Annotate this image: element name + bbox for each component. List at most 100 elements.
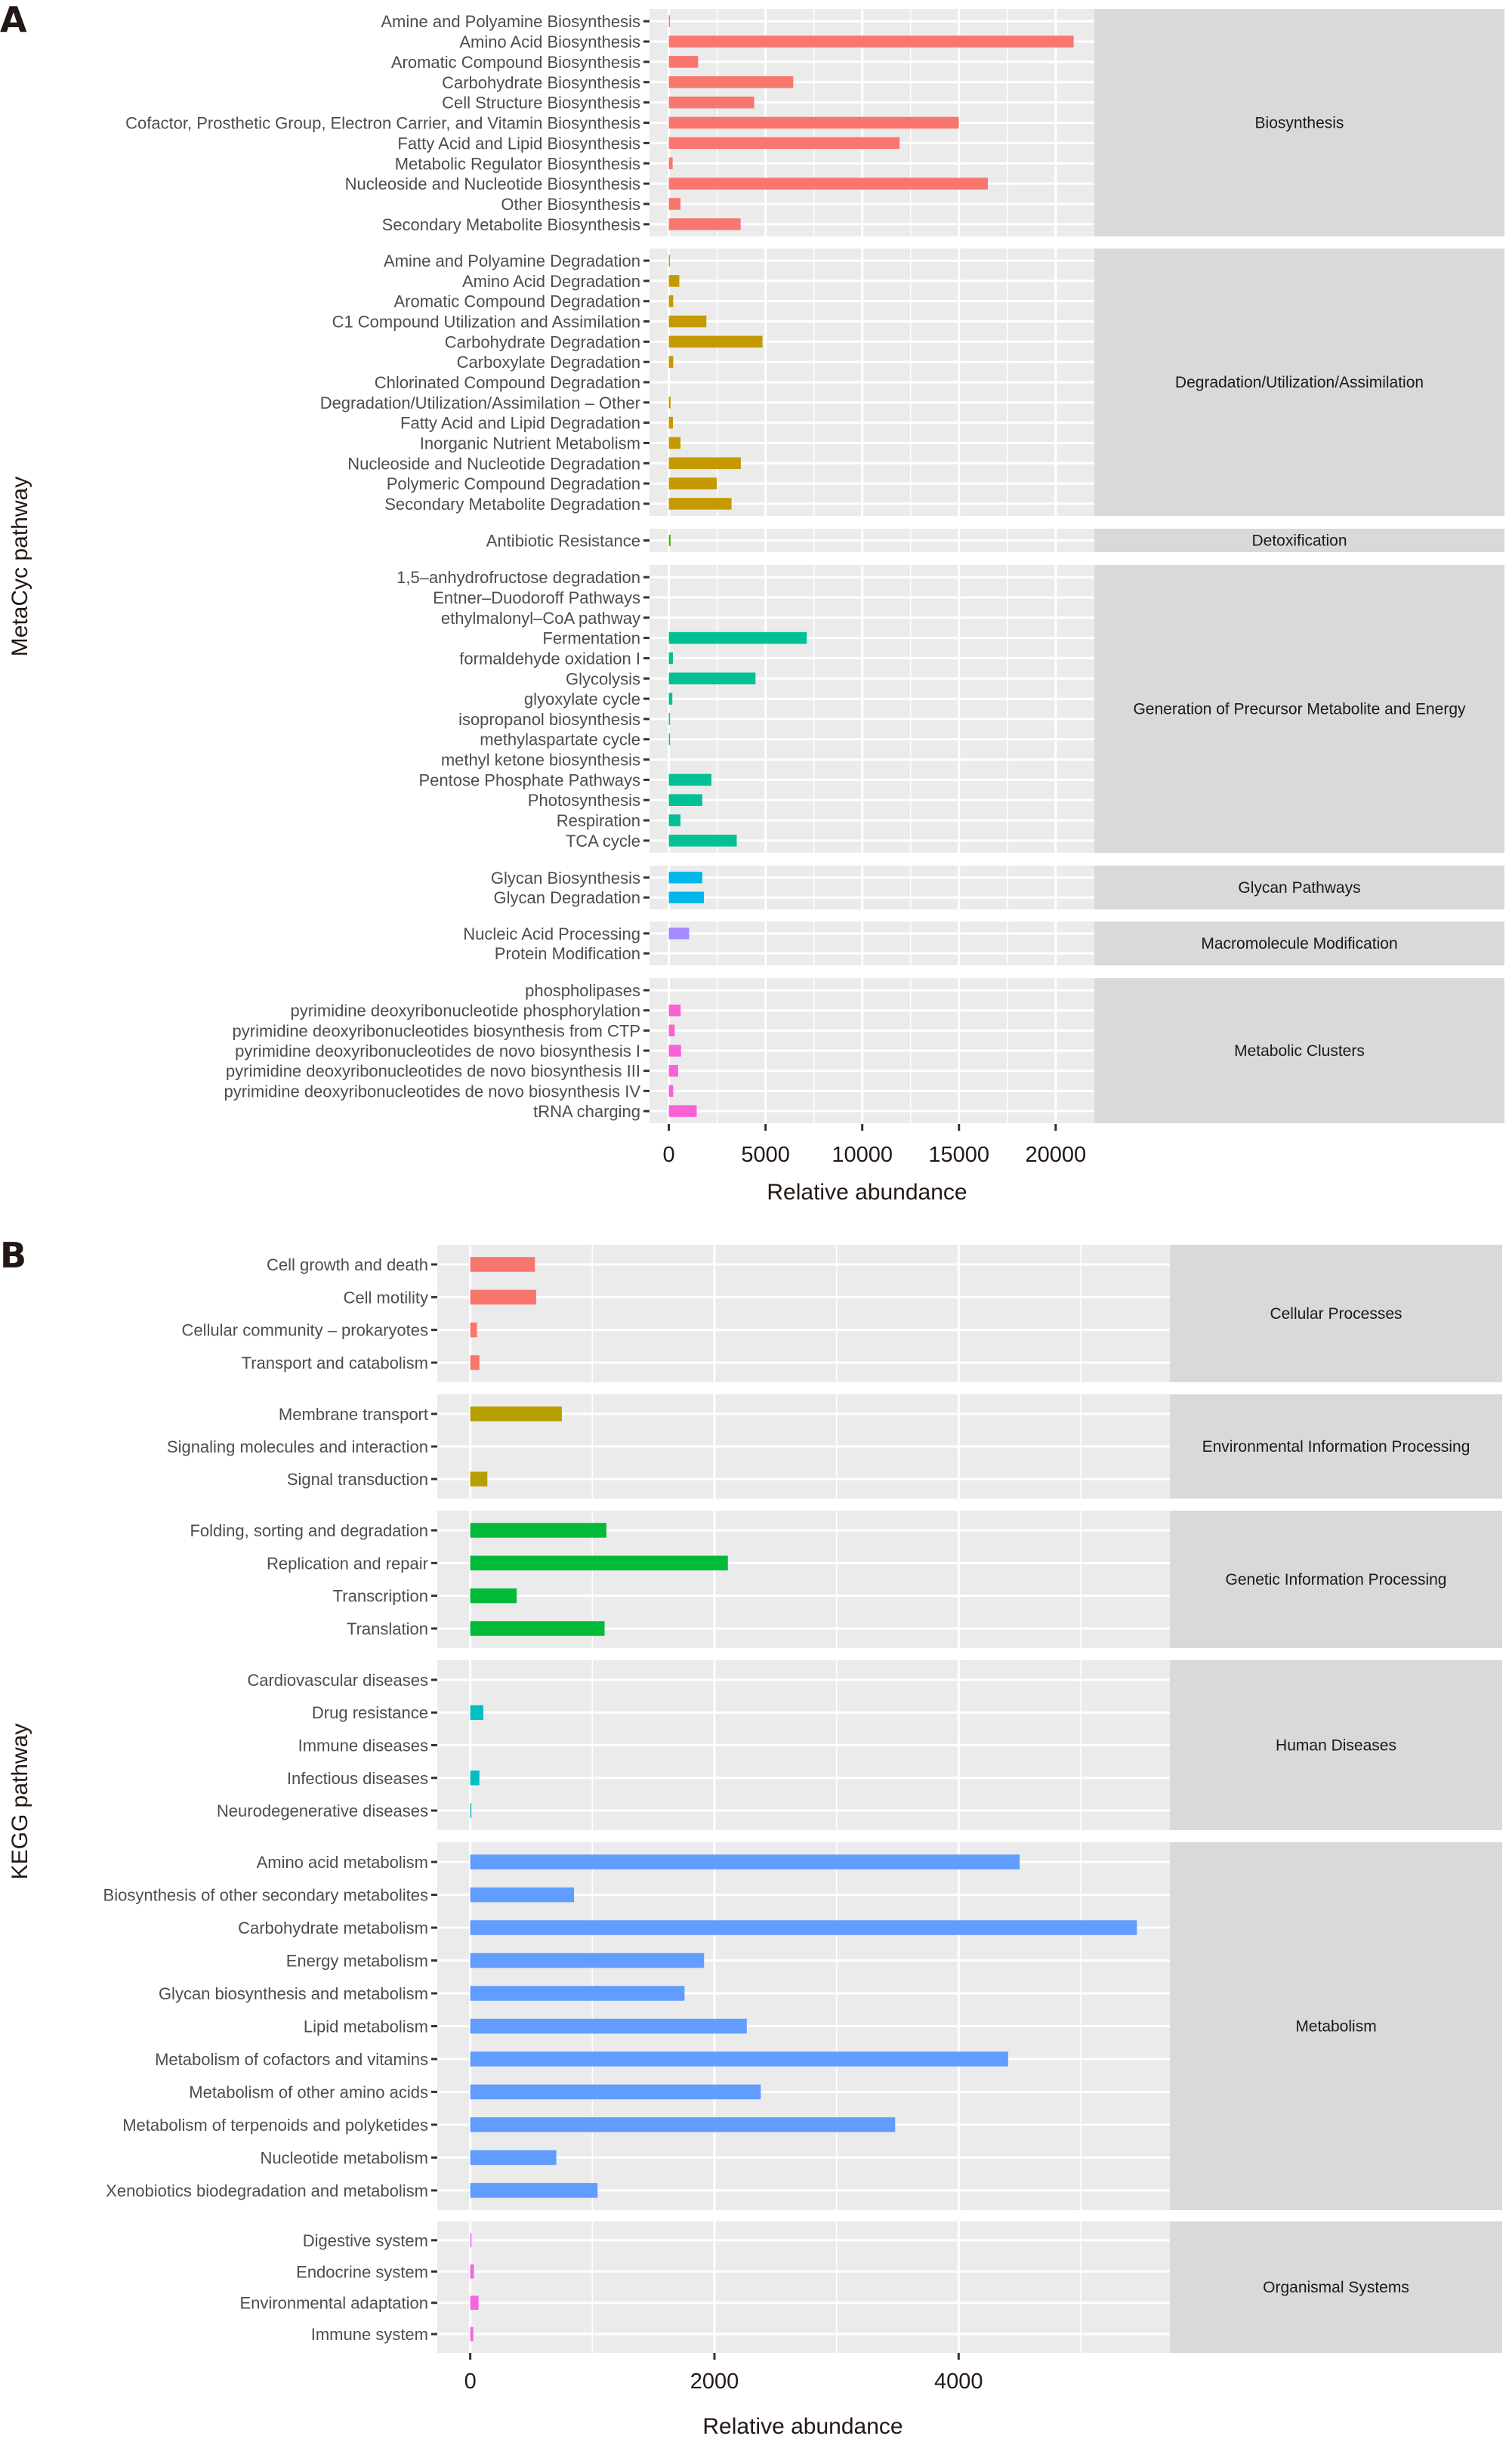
category-label: Neurodegenerative diseases: [217, 1801, 428, 1820]
bar: [470, 2264, 474, 2279]
facet-strip-label: Macromolecule Modification: [1201, 935, 1397, 952]
facet-strip-label: Human Diseases: [1276, 1737, 1396, 1755]
facet-strip-label: Biosynthesis: [1255, 115, 1344, 132]
category-label: phospholipases: [525, 981, 640, 1000]
category-label: Metabolic Regulator Biosynthesis: [395, 154, 640, 173]
bar: [470, 1771, 480, 1786]
bar: [668, 437, 680, 449]
category-label: Pentose Phosphate Pathways: [418, 770, 640, 789]
x-tick-label: 15000: [928, 1143, 989, 1167]
category-label: Environmental adaptation: [240, 2294, 429, 2313]
bar: [668, 814, 680, 826]
category-label: Infectious diseases: [287, 1769, 428, 1788]
bar: [470, 2018, 747, 2034]
bar: [470, 2117, 896, 2132]
x-tick-label: 0: [663, 1143, 675, 1167]
category-label: Secondary Metabolite Biosynthesis: [382, 215, 640, 234]
category-label: Cardiovascular diseases: [247, 1671, 428, 1690]
bar: [668, 255, 671, 267]
bar: [470, 2295, 479, 2311]
facet-strip: [1094, 978, 1504, 1123]
facet-genetic-information-processing: Folding, sorting and degradation Replicat…: [190, 1511, 1502, 1648]
category-label: Nucleic Acid Processing: [463, 925, 640, 943]
category-label: Carbohydrate Biosynthesis: [442, 73, 640, 92]
panel-a-y-axis-title: MetaCyc pathway: [8, 477, 32, 656]
facet-background: [437, 2221, 1170, 2353]
bar: [668, 733, 671, 746]
bar: [470, 1953, 705, 1968]
facet-strip: [1170, 1394, 1502, 1499]
facet-strip-label: Metabolism: [1295, 2018, 1376, 2036]
x-tick-label: 10000: [832, 1143, 893, 1167]
facet-strip: [1170, 2221, 1502, 2353]
facet-background: [650, 922, 1094, 965]
bar: [668, 356, 674, 368]
bar: [668, 713, 671, 725]
bar: [668, 397, 671, 409]
x-tick-label: 2000: [690, 2369, 739, 2394]
category-label: Secondary Metabolite Degradation: [384, 495, 640, 514]
x-tick-label: 20000: [1025, 1143, 1086, 1167]
category-label: Glycan biosynthesis and metabolism: [159, 1984, 428, 2003]
facet-strip: [1170, 1511, 1502, 1648]
category-label: Cell growth and death: [267, 1255, 428, 1274]
bar: [668, 693, 673, 705]
bar: [668, 275, 680, 287]
bar: [668, 835, 737, 847]
category-label: Carboxylate Degradation: [457, 353, 640, 372]
category-label: Biosynthesis of other secondary metaboli…: [103, 1886, 428, 1905]
category-label: isopropanol biosynthesis: [458, 710, 640, 729]
bar: [668, 773, 711, 786]
facet-background: [437, 1245, 1170, 1382]
category-label: Xenobiotics biodegradation and metabolis…: [106, 2181, 428, 2200]
bar: [668, 498, 732, 510]
category-label: Fatty Acid and Lipid Biosynthesis: [397, 134, 640, 153]
bar: [668, 76, 794, 88]
x-axis: 0 2000 4000: [464, 2353, 983, 2394]
facet-strip: [1170, 1245, 1502, 1382]
bar: [668, 157, 673, 170]
facet-metabolism: Amino acid metabolism Biosynthesis of oth…: [103, 1842, 1502, 2210]
facet-strip-label: Organismal Systems: [1263, 2279, 1409, 2296]
bar: [668, 928, 690, 940]
category-label: Metabolism of other amino acids: [189, 2082, 428, 2101]
category-label: Immune diseases: [298, 1737, 428, 1755]
bar: [470, 1621, 605, 1636]
category-label: Endocrine system: [296, 2262, 428, 2281]
facet-human-diseases: Cardiovascular diseases Drug resistance Im…: [217, 1660, 1502, 1830]
panel-b-x-axis-title: Relative abundance: [702, 2414, 903, 2439]
panel-label-a: A: [0, 0, 27, 40]
category-label: Immune system: [311, 2325, 428, 2344]
bar: [470, 2084, 761, 2100]
category-label: Lipid metabolism: [304, 2018, 428, 2036]
facet-strip-label: Generation of Precursor Metabolite and E…: [1133, 701, 1466, 718]
bar: [668, 1004, 681, 1017]
category-label: Protein Modification: [495, 944, 640, 963]
category-label: Carbohydrate metabolism: [238, 1919, 428, 1937]
bar: [668, 96, 754, 109]
category-label: Cell motility: [344, 1288, 428, 1307]
facet-degradation-utilization-assimilation: Amine and Polyamine Degradation Amino Aci…: [320, 249, 1504, 516]
category-label: Drug resistance: [312, 1703, 428, 1722]
category-label: methyl ketone biosynthesis: [441, 751, 640, 770]
category-label: Chlorinated Compound Degradation: [375, 373, 640, 392]
panel-b-kegg-chart: Cell growth and death Cell motility Cellul…: [103, 1245, 1502, 2394]
bar: [470, 1588, 517, 1604]
bar: [470, 2183, 598, 2198]
x-tick-label: 0: [464, 2369, 477, 2394]
panel-b-y-axis-title: KEGG pathway: [8, 1724, 32, 1880]
panel-a-x-axis-title: Relative abundance: [767, 1180, 967, 1205]
bar: [668, 198, 680, 210]
category-label: Amino acid metabolism: [257, 1853, 428, 1872]
bar: [668, 1085, 674, 1098]
category-label: pyrimidine deoxyribonucleotides de novo …: [226, 1062, 640, 1081]
category-label: Aromatic Compound Degradation: [393, 292, 640, 311]
bar: [470, 1555, 728, 1571]
facet-strip: [1094, 529, 1504, 552]
facet-detoxification: Antibiotic Resistance Detoxification: [486, 529, 1504, 552]
category-label: Transcription: [333, 1587, 428, 1606]
bar: [668, 1064, 678, 1077]
